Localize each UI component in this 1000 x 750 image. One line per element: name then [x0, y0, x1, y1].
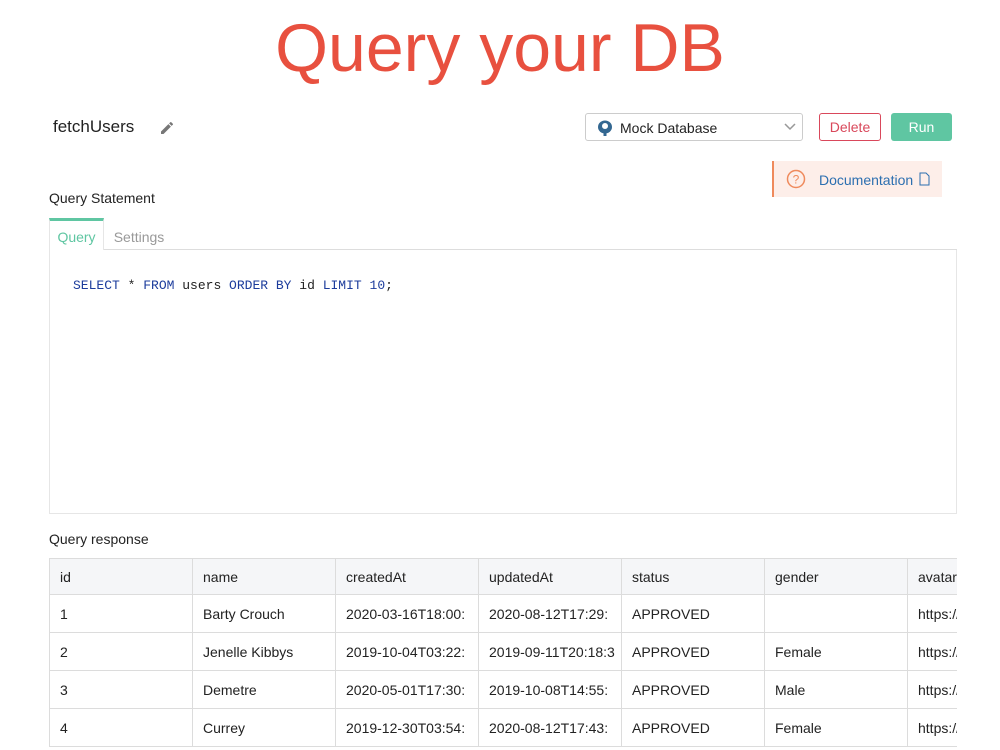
table-cell: Male — [764, 670, 908, 709]
table-cell: APPROVED — [621, 594, 765, 633]
table-row: 3 Demetre 2020-05-01T17:30: 2019-10-08T14:5… — [49, 670, 957, 709]
tab-divider — [104, 249, 957, 250]
table-cell: 2019-12-30T03:54: — [335, 708, 479, 747]
documentation-callout: ? Documentation — [772, 161, 942, 197]
table-cell: Barty Crouch — [192, 594, 336, 633]
tab[interactable]: Settings — [113, 229, 165, 245]
table-cell: 2020-08-12T17:29: — [478, 594, 622, 633]
table-cell: 2019-10-08T14:55: — [478, 670, 622, 709]
section-label: Query Statement — [49, 190, 155, 206]
tab[interactable]: Query — [49, 218, 104, 250]
column-header: gender — [764, 558, 908, 595]
sql-token: ; — [385, 278, 393, 293]
table-cell: https:// — [907, 708, 957, 747]
table-cell: https:// — [907, 632, 957, 671]
postgres-icon — [598, 120, 612, 136]
table-row: 1 Barty Crouch 2020-03-16T18:00: 2020-08-12… — [49, 594, 957, 633]
code-editor[interactable] — [49, 250, 957, 514]
header-row: id name createdAt updatedAt status gender avat… — [49, 558, 957, 595]
sql-statement: SELECT * FROM users ORDER BY id LIMIT 10… — [73, 278, 393, 293]
section-label: Query response — [49, 531, 149, 547]
table-cell: 2019-10-04T03:22: — [335, 632, 479, 671]
table-cell: Female — [764, 708, 908, 747]
table-cell: 2 — [49, 632, 193, 671]
datasource-select[interactable]: Mock Database — [585, 113, 803, 141]
table-cell: 4 — [49, 708, 193, 747]
column-header: createdAt — [335, 558, 479, 595]
column-header: updatedAt — [478, 558, 622, 595]
table-cell: APPROVED — [621, 708, 765, 747]
sql-token: FROM — [143, 278, 175, 293]
table-cell: https:// — [907, 670, 957, 709]
sql-token: 10 — [369, 278, 386, 293]
sql-token: users — [174, 278, 230, 293]
table-row: 2 Jenelle Kibbys 2019-10-04T03:22: 2019-09-… — [49, 632, 957, 671]
table-cell: 2019-09-11T20:18:3 — [478, 632, 622, 671]
table-cell: Currey — [192, 708, 336, 747]
table-container: id name createdAt updatedAt status gender avat… — [49, 558, 957, 750]
table-cell: Demetre — [192, 670, 336, 709]
sql-token: ORDER BY — [229, 278, 292, 293]
sql-token: * — [119, 278, 144, 293]
table-cell: 2020-08-12T17:43: — [478, 708, 622, 747]
sql-token: id — [291, 278, 323, 293]
query-name[interactable]: fetchUsers — [53, 117, 135, 136]
external-icon — [919, 172, 930, 186]
delete-button[interactable]: Delete — [819, 113, 881, 141]
column-header: avatar — [907, 558, 957, 595]
table-cell: Jenelle Kibbys — [192, 632, 336, 671]
table-cell: 1 — [49, 594, 193, 633]
chevron — [784, 123, 796, 131]
page-title: Query your DB — [275, 10, 725, 86]
results-table: id name createdAt updatedAt status gender avat… — [49, 558, 957, 747]
table-cell: 2020-03-16T18:00: — [335, 594, 479, 633]
sql-token: LIMIT — [322, 278, 362, 293]
table-cell: Female — [764, 632, 908, 671]
table-cell: 3 — [49, 670, 193, 709]
table-cell: APPROVED — [621, 632, 765, 671]
datasource-name: Mock Database — [620, 120, 718, 136]
column-header: name — [192, 558, 336, 595]
table-cell: https:// — [907, 594, 957, 633]
documentation-link[interactable]: Documentation — [819, 172, 914, 188]
table-row: 4 Currey 2019-12-30T03:54: 2020-08-12T17:43… — [49, 708, 957, 747]
help-icon: ? — [786, 169, 806, 189]
column-header: id — [49, 558, 193, 595]
run-button[interactable]: Run — [891, 113, 952, 141]
table-cell: APPROVED — [621, 670, 765, 709]
column-header: status — [621, 558, 765, 595]
svg-text:?: ? — [793, 173, 800, 187]
sql-token — [362, 278, 370, 293]
table-cell: 2020-05-01T17:30: — [335, 670, 479, 709]
sql-token: SELECT — [73, 278, 120, 293]
edit-icon[interactable] — [160, 121, 174, 135]
table-cell — [764, 594, 908, 633]
